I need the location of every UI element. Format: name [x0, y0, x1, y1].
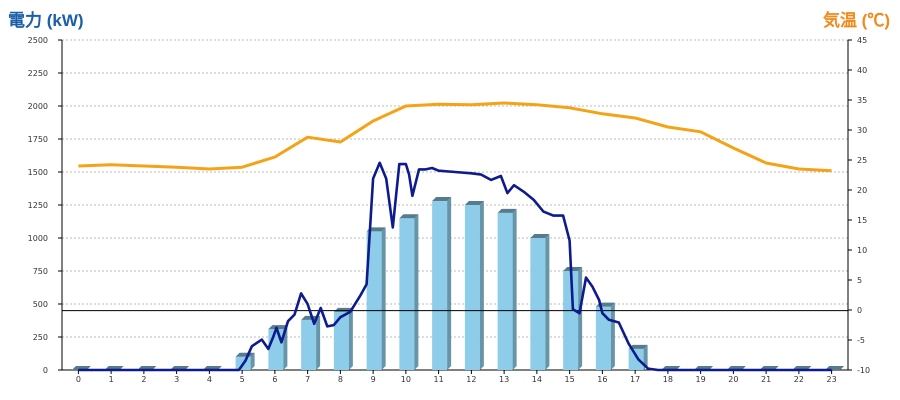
y-left-tick-label: 1250	[28, 201, 48, 210]
bar-14	[530, 234, 550, 370]
y-left-tick-label: 0	[43, 366, 48, 375]
x-tick-label: 7	[305, 375, 310, 384]
y-left-tick-label: 500	[33, 300, 48, 309]
y-right-tick-label: 40	[857, 66, 867, 75]
x-tick-label: 21	[761, 375, 771, 384]
y-right-tick-label: 45	[857, 36, 867, 45]
bar-side	[545, 234, 550, 370]
bar-front	[399, 218, 415, 370]
x-tick-label: 17	[630, 375, 640, 384]
y-left-tick-label: 1000	[28, 234, 48, 243]
x-tick-label: 13	[499, 375, 509, 384]
bar-side	[578, 267, 583, 370]
bar-9	[366, 227, 386, 370]
x-tick-label: 2	[141, 375, 146, 384]
x-tick-label: 16	[597, 375, 607, 384]
y-right-tick-label: 5	[857, 276, 862, 285]
y-left-tick-label: 1750	[28, 135, 48, 144]
y-right-tick-label: 20	[857, 186, 867, 195]
x-tick-label: 18	[663, 375, 673, 384]
bar-top	[432, 197, 452, 202]
bar-top	[563, 267, 583, 271]
temperature-line	[78, 101, 832, 173]
bar-front	[333, 311, 349, 370]
x-tick-label: 10	[401, 375, 411, 384]
y-left-tick-label: 2000	[28, 102, 48, 111]
x-tick-label: 11	[434, 375, 444, 384]
y-left-tick-label: 750	[33, 267, 48, 276]
y-right-tick-label: 30	[857, 126, 867, 135]
y-right-tick-label: -10	[857, 366, 870, 375]
y-right-tick-label: 25	[857, 156, 867, 165]
bar-top	[399, 214, 419, 219]
bar-front	[268, 329, 284, 370]
y-left-tick-label: 1500	[28, 168, 48, 177]
x-tick-label: 14	[532, 375, 542, 384]
bar-front	[628, 348, 644, 370]
x-tick-label: 23	[827, 375, 837, 384]
bar-front	[530, 238, 546, 370]
x-tick-label: 3	[174, 375, 179, 384]
x-tick-label: 19	[696, 375, 706, 384]
bar-16	[595, 302, 615, 370]
bar-top	[628, 344, 648, 349]
bar-13	[497, 208, 517, 370]
bar-side	[512, 208, 517, 370]
y-left-tick-label: 2250	[28, 69, 48, 78]
bar-7	[301, 315, 321, 370]
y-left-tick-label: 2500	[28, 36, 48, 45]
x-tick-label: 8	[338, 375, 343, 384]
bar-side	[250, 352, 255, 370]
bar-side	[447, 197, 452, 370]
bar-11	[432, 197, 452, 370]
power-demand-line	[78, 161, 832, 372]
x-tick-label: 5	[240, 375, 245, 384]
bar-12	[464, 201, 484, 370]
x-tick-label: 6	[272, 375, 277, 384]
bar-side	[381, 227, 386, 370]
bar-side	[348, 307, 353, 370]
left-axis-title: 電力 (kW)	[8, 11, 84, 30]
bar-8	[333, 307, 353, 370]
x-tick-label: 1	[109, 375, 114, 384]
bar-front	[595, 306, 611, 370]
bar-side	[479, 201, 484, 370]
bar-side	[414, 214, 419, 370]
y-right-tick-label: 35	[857, 96, 867, 105]
bar-front	[497, 212, 513, 370]
bar-side	[316, 315, 321, 370]
bar-top	[366, 227, 386, 232]
x-tick-label: 0	[76, 375, 81, 384]
bar-front	[563, 271, 579, 370]
x-tick-label: 20	[728, 375, 738, 384]
bar-top	[268, 325, 288, 330]
x-tick-label: 22	[794, 375, 804, 384]
right-axis-title: 気温 (℃)	[822, 11, 890, 30]
bar-top	[464, 201, 484, 205]
y-right-tick-label: -5	[857, 336, 865, 345]
bar-side	[610, 302, 615, 370]
x-tick-label: 12	[466, 375, 476, 384]
y-right-tick-label: 15	[857, 216, 867, 225]
bar-top	[497, 208, 517, 213]
bar-front	[464, 205, 480, 370]
bar-top	[530, 234, 550, 238]
y-right-tick-label: 10	[857, 246, 867, 255]
bar-15	[563, 267, 583, 370]
bar-front	[301, 319, 317, 370]
x-tick-label: 9	[371, 375, 376, 384]
y-right-tick-label: 0	[857, 306, 862, 315]
bar-front	[366, 231, 382, 370]
bar-10	[399, 214, 419, 370]
x-tick-label: 4	[207, 375, 212, 384]
y-left-tick-label: 250	[33, 333, 48, 342]
x-tick-label: 15	[565, 375, 575, 384]
bar-front	[432, 201, 448, 370]
